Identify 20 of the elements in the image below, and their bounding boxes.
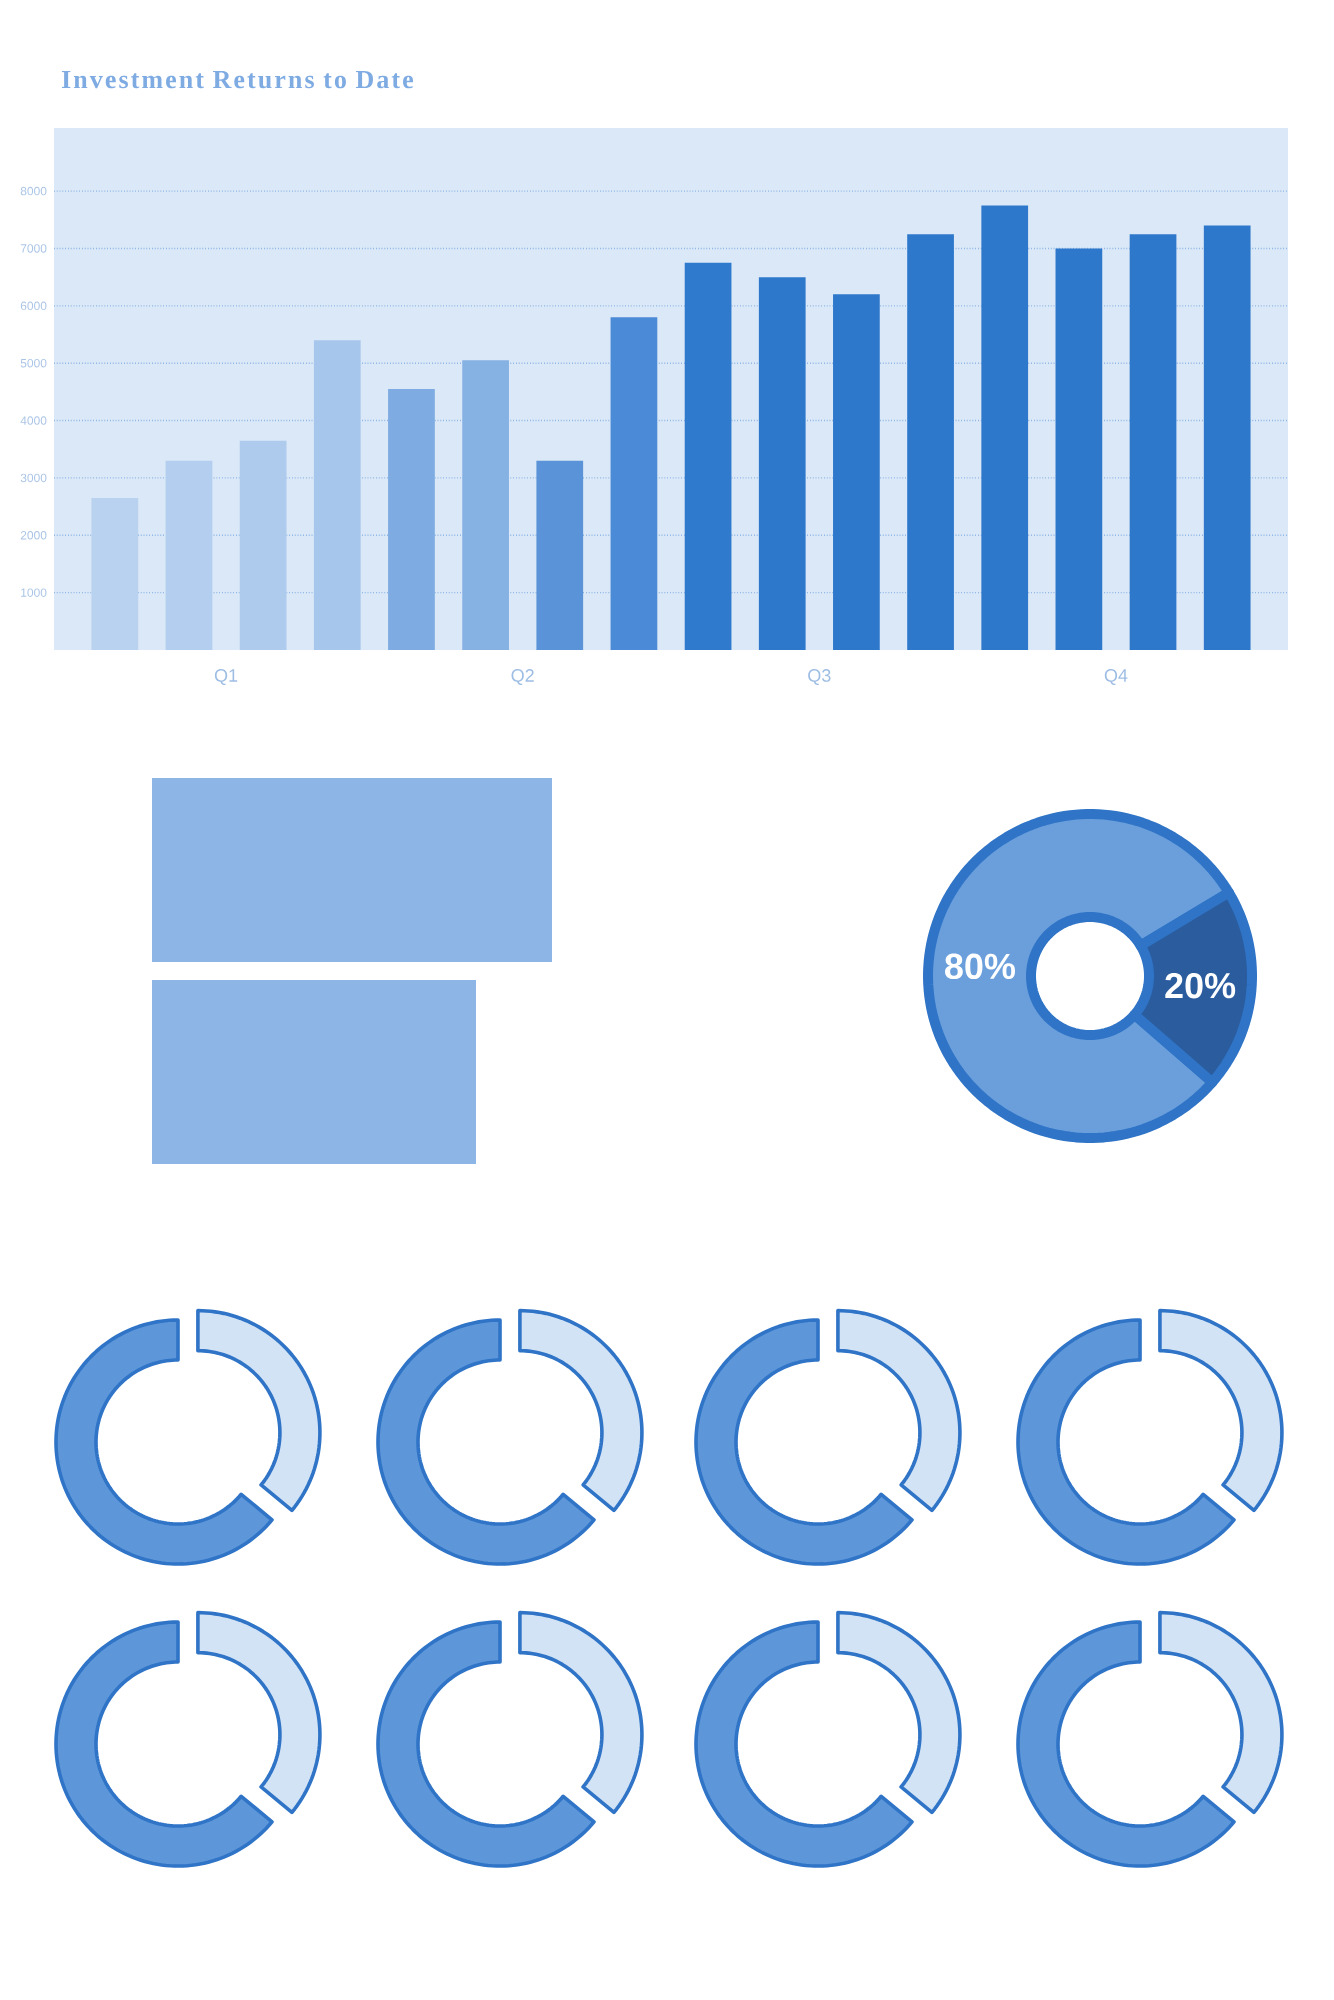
bar: [1203, 225, 1251, 650]
bar: [758, 277, 806, 650]
bar: [907, 234, 954, 650]
bar: [833, 294, 880, 650]
data-label: 80%: [945, 953, 1015, 980]
bar: [684, 262, 732, 650]
x-tick-label: Q1: [214, 669, 238, 686]
bar: [536, 460, 584, 650]
chart-title: Investment Returns to Date: [61, 70, 414, 89]
bar: [239, 440, 287, 650]
x-tick-label: Q4: [1104, 669, 1128, 686]
x-tick-label: Q3: [808, 669, 831, 686]
data-label: 20%: [1165, 972, 1236, 999]
bar: [610, 317, 658, 650]
bar: [313, 340, 361, 650]
bar: [91, 498, 139, 650]
bar: [165, 460, 213, 650]
bar: [1055, 248, 1103, 650]
bar: [1129, 234, 1177, 650]
x-tick-label: Q2: [511, 669, 534, 686]
